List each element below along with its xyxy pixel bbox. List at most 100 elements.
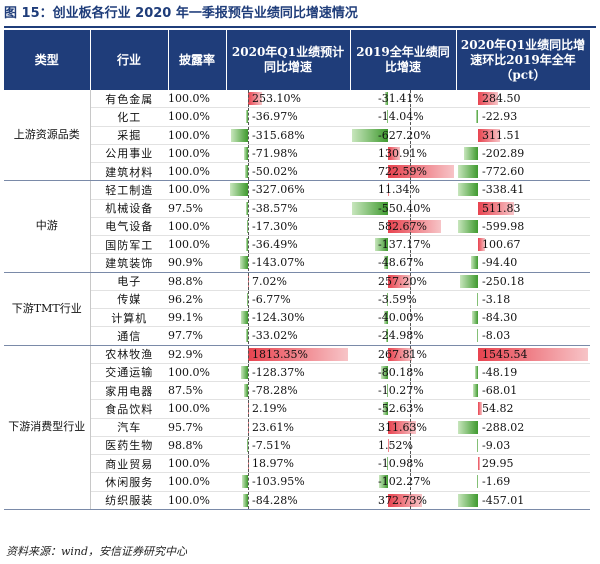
fy-axis-line [410, 491, 411, 509]
q1-value: -103.95% [252, 475, 305, 489]
fy-bar [387, 292, 388, 306]
q1-axis-line [248, 455, 249, 472]
q1-value: -327.06% [252, 183, 305, 197]
fy-cell: 372.73% [350, 491, 456, 510]
q1-value: -84.28% [252, 493, 298, 507]
pct-bar [474, 365, 478, 379]
fy-bar [385, 92, 388, 106]
header-row: 类型 行业 披露率 2020年Q1业绩预计同比增速 2019全年业绩同比增速 2… [4, 30, 591, 90]
q1-value: -36.49% [252, 238, 298, 252]
fy-value: -80.18% [378, 365, 424, 379]
q1-axis-line [248, 436, 249, 454]
fy-cell: 267.81% [350, 345, 456, 364]
pct-value: 1545.54 [482, 347, 528, 361]
fy-cell: -40.00% [350, 308, 456, 328]
pct-cell: -94.40 [456, 253, 590, 273]
pct-bar [478, 457, 481, 471]
fy-axis-line [410, 199, 411, 217]
q1-cell: -128.37% [226, 363, 350, 383]
fy-axis-line [410, 108, 411, 125]
q1-bar [247, 219, 248, 233]
fy-axis-line [410, 272, 411, 290]
fy-cell: 1.52% [350, 436, 456, 456]
q1-value: -315.68% [252, 128, 305, 142]
fy-bar [388, 219, 442, 233]
fy-cell: -102.27% [350, 472, 456, 492]
pct-bar [476, 110, 478, 124]
fy-cell: 722.59% [350, 162, 456, 182]
q1-bar [243, 384, 248, 398]
pct-bar [477, 329, 478, 343]
fy-axis-line [410, 181, 411, 198]
pct-bar [478, 92, 499, 106]
pct-value: 100.67 [482, 238, 521, 252]
pct-cell: -1.69 [456, 472, 590, 492]
q1-value: -17.30% [252, 219, 298, 233]
fy-value: 11.34% [378, 183, 420, 197]
pct-cell: -772.60 [456, 162, 590, 182]
fy-axis-line [410, 290, 411, 308]
pct-bar [460, 274, 478, 288]
pct-bar [478, 402, 482, 416]
header-2019-yoy: 2019全年业绩同比增速 [350, 30, 457, 90]
pct-cell: -9.03 [456, 436, 590, 456]
pct-bar [478, 347, 588, 361]
table-row: 中游 轻工制造 100.0% -327.06% 11.34% -338.41 [4, 180, 590, 273]
fy-cell: -137.17% [350, 235, 456, 255]
q1-axis-line [248, 418, 249, 436]
q1-bar [246, 329, 248, 343]
pct-value: 311.51 [482, 128, 521, 142]
q1-bar [248, 92, 262, 106]
pct-bar [471, 256, 478, 270]
q1-cell: 23.61% [226, 418, 350, 437]
q1-axis-line [248, 144, 249, 162]
fy-value: -102.27% [378, 475, 431, 489]
sector-label: 上游资源品类 [4, 90, 91, 182]
fy-axis-line [410, 382, 411, 399]
pct-value: -772.60 [482, 165, 525, 179]
fy-value: -10.98% [378, 457, 424, 471]
q1-value: 23.61% [252, 420, 294, 434]
pct-bar [458, 493, 478, 507]
pct-value: 284.50 [482, 92, 521, 106]
disclosure-ratio: 95.7% [168, 418, 226, 437]
industry-name: 公用事业 [90, 144, 168, 164]
fy-bar [386, 457, 388, 471]
table-row: 传媒 96.2% -6.77% -3.59% -3.18 [4, 290, 590, 310]
pct-bar [458, 183, 478, 197]
pct-cell: 311.51 [456, 126, 590, 145]
pct-cell: -457.01 [456, 491, 590, 510]
fy-cell: -627.20% [350, 126, 456, 145]
q1-bar [248, 347, 348, 361]
fy-cell: 257.20% [350, 272, 456, 291]
q1-cell: -38.57% [226, 199, 350, 218]
disclosure-ratio: 100.0% [168, 491, 226, 510]
pct-value: 511.83 [482, 201, 521, 215]
q1-axis-line [248, 236, 249, 253]
q1-value: 18.97% [252, 457, 294, 471]
industry-name: 休闲服务 [90, 472, 168, 492]
fy-value: -10.27% [378, 384, 424, 398]
q1-value: -124.30% [252, 311, 305, 325]
disclosure-ratio: 100.0% [168, 90, 226, 109]
pct-bar [478, 238, 486, 252]
q1-cell: -7.51% [226, 436, 350, 456]
q1-bar [229, 183, 248, 197]
q1-cell: -36.49% [226, 235, 350, 255]
industry-name: 轻工制造 [90, 180, 168, 200]
fy-cell: 11.34% [350, 180, 456, 200]
figure-title: 图 15：创业板各行业 2020 年一季报预告业绩同比增速情况 [4, 2, 596, 28]
table-row: 机械设备 97.5% -38.57% -550.40% 511.83 [4, 199, 590, 218]
fy-bar [386, 110, 388, 124]
header-q1-vs-2019: 2020年Q1业绩同比增速环比2019年全年（pct） [456, 30, 591, 90]
disclosure-ratio: 96.2% [168, 290, 226, 310]
fy-cell: 582.67% [350, 217, 456, 237]
pct-cell: -84.30 [456, 308, 590, 328]
table-row: 商业贸易 100.0% 18.97% -10.98% 29.95 [4, 454, 590, 474]
pct-value: -599.98 [482, 219, 525, 233]
q1-value: -38.57% [252, 201, 298, 215]
fy-cell: -10.27% [350, 381, 456, 401]
industry-name: 建筑装饰 [90, 253, 168, 273]
table-row: 医药生物 98.8% -7.51% 1.52% -9.03 [4, 436, 590, 456]
q1-axis-line [248, 126, 249, 144]
